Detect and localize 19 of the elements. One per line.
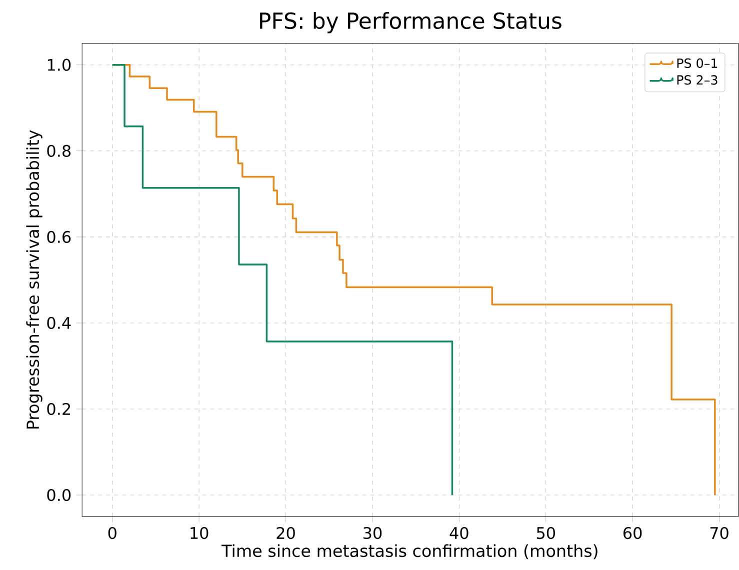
x-axis-title: Time since metastasis confirmation (months): [222, 544, 598, 560]
x-tick-label: 10: [190, 527, 208, 540]
y-axis-title: Progression-free survival probability: [26, 130, 42, 429]
y-tick-label: 0.0: [47, 489, 71, 502]
y-tick-label: 0.6: [47, 231, 71, 244]
y-tick-label: 1.0: [48, 59, 71, 72]
x-tick-label: 70: [710, 527, 728, 540]
x-tick-label: 60: [623, 527, 642, 540]
x-tick-label: 30: [364, 527, 382, 540]
x-tick-label: 40: [450, 527, 468, 540]
chart-title: PFS: by Performance Status: [260, 12, 562, 34]
legend-label: PS 0–1: [677, 58, 718, 68]
y-tick-label: 0.2: [47, 403, 70, 416]
x-tick-label: 0: [108, 527, 116, 540]
legend-label: PS 2–3: [677, 75, 718, 85]
x-tick-label: 20: [276, 527, 295, 540]
y-tick-label: 0.4: [47, 317, 71, 330]
x-tick-label: 50: [536, 527, 555, 540]
y-tick-label: 0.8: [47, 145, 71, 158]
